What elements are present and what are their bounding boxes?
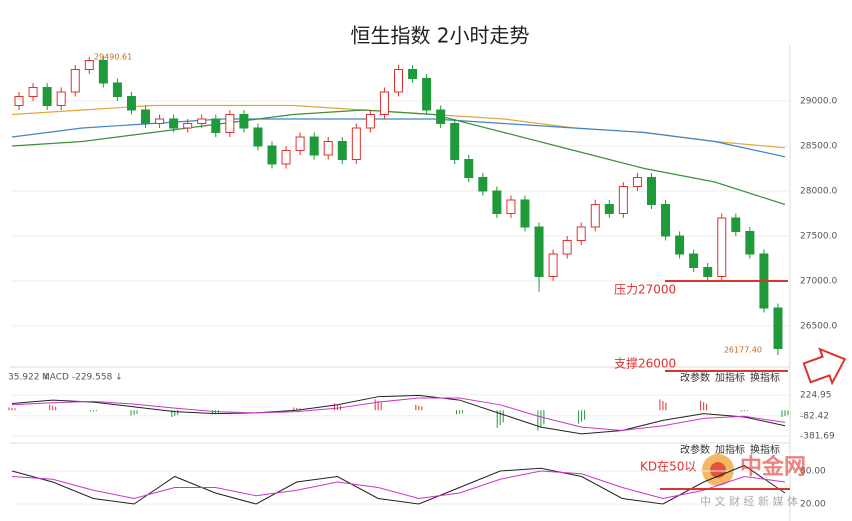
- y-tick-label: 28500.0: [800, 142, 837, 152]
- candle-body: [253, 127, 263, 147]
- candle-body: [281, 150, 291, 165]
- watermark-logo: [710, 462, 726, 478]
- candle-body: [632, 177, 642, 187]
- candle-body: [70, 69, 80, 93]
- y-tick-label: 20.00: [800, 500, 826, 510]
- candle-body: [703, 267, 713, 277]
- toolbar-button[interactable]: 改参数: [680, 443, 710, 456]
- candle-body: [126, 96, 136, 111]
- candle-body: [337, 141, 347, 160]
- candle-body: [169, 118, 179, 129]
- candle-body: [42, 87, 52, 106]
- candle-body: [211, 118, 221, 133]
- toolbar-button[interactable]: 加指标: [715, 443, 745, 456]
- line: [11, 464, 786, 505]
- y-tick-label: -82.42: [800, 411, 829, 421]
- candle-body: [661, 204, 671, 237]
- candle-body: [112, 82, 122, 97]
- indicator-label: 35.922 ↓: [8, 373, 50, 383]
- price-label: 29490.61: [94, 52, 132, 61]
- price-label: 26177.40: [724, 346, 762, 355]
- candle-body: [422, 78, 432, 111]
- candle-body: [548, 253, 558, 277]
- candle-body: [478, 177, 488, 192]
- candle-body: [141, 109, 151, 124]
- y-tick-label: 29000.0: [800, 97, 837, 107]
- candle-body: [731, 217, 741, 232]
- candle-body: [436, 109, 446, 124]
- candle-body: [28, 87, 38, 97]
- candle-body: [604, 204, 614, 214]
- y-tick-label: 27000.0: [800, 277, 837, 287]
- note: KD在50以: [640, 460, 696, 474]
- indicator-label: MACD -229.558 ↓: [42, 373, 123, 383]
- candle-body: [98, 60, 108, 84]
- line: [11, 470, 786, 500]
- toolbar-button[interactable]: 换指标: [750, 443, 780, 456]
- candle-body: [464, 159, 474, 178]
- toolbar-button[interactable]: 加指标: [715, 371, 745, 384]
- candle-body: [295, 136, 305, 151]
- candle-body: [450, 123, 460, 160]
- candle-body: [14, 96, 24, 106]
- candle-body: [84, 60, 94, 70]
- candle-body: [351, 127, 361, 160]
- candle-body: [323, 141, 333, 156]
- level-label: 支撑26000: [614, 356, 676, 371]
- candle-body: [183, 123, 193, 129]
- candle-body: [717, 217, 727, 277]
- candle-body: [773, 307, 783, 349]
- candle-body: [745, 231, 755, 255]
- candle-body: [520, 199, 530, 228]
- y-tick-label: 28000.0: [800, 187, 837, 197]
- y-tick-label: -381.69: [800, 432, 835, 442]
- y-tick-label: 80.00: [800, 467, 826, 477]
- toolbar-button[interactable]: 换指标: [750, 371, 780, 384]
- level-label: 压力27000: [614, 283, 676, 297]
- candle-body: [689, 253, 699, 268]
- candle-body: [492, 190, 502, 214]
- watermark: 中 文 财 经 新 媒 体: [700, 494, 798, 508]
- line: [11, 397, 786, 432]
- y-tick-label: 27500.0: [800, 232, 837, 242]
- arrow-icon: [802, 347, 847, 386]
- candle-body: [408, 69, 418, 79]
- candle-body: [618, 186, 628, 214]
- candle-body: [646, 177, 656, 205]
- line: [11, 109, 786, 206]
- line: [11, 394, 786, 435]
- candle-body: [534, 226, 544, 277]
- candle-body: [562, 240, 572, 255]
- candle-body: [675, 235, 685, 255]
- watermark: 中金网: [740, 454, 806, 480]
- candle-body: [309, 136, 319, 156]
- candle-body: [590, 204, 600, 228]
- candle-body: [197, 118, 207, 124]
- chart-title: 恒生指数 2小时走势: [350, 24, 529, 48]
- line: [11, 118, 786, 158]
- y-tick-label: 224.95: [800, 390, 832, 400]
- candle-body: [506, 199, 516, 214]
- candle-body: [379, 91, 389, 115]
- candle-body: [576, 226, 586, 241]
- toolbar-button[interactable]: 改参数: [680, 371, 710, 384]
- candle-body: [267, 145, 277, 165]
- candle-body: [225, 114, 235, 133]
- candle-body: [239, 114, 249, 129]
- y-tick-label: 26500.0: [800, 322, 837, 332]
- candle-body: [155, 118, 165, 124]
- candle-body: [365, 114, 375, 129]
- candle-body: [394, 69, 403, 93]
- candle-body: [56, 91, 66, 106]
